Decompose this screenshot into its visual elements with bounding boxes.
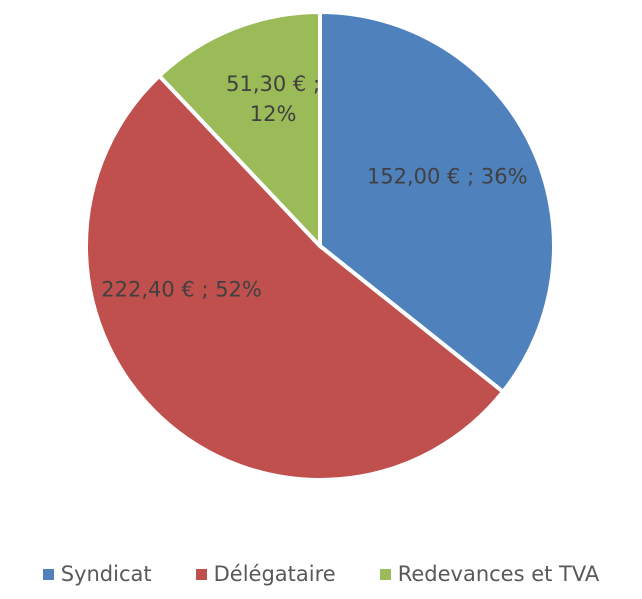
legend: Syndicat Délégataire Redevances et TVA [0,562,642,586]
legend-label-syndicat: Syndicat [60,562,152,586]
data-label-line: 51,30 € ; [226,72,320,96]
pie-slice-delegataire [84,73,506,482]
legend-item-syndicat: Syndicat [42,562,152,586]
legend-item-redevances-tva: Redevances et TVA [379,562,600,586]
legend-swatch-syndicat [42,568,54,580]
data-label-delegataire: 222,40 € ; 52% [101,277,262,301]
legend-label-redevances-tva: Redevances et TVA [397,562,600,586]
data-label-syndicat: 152,00 € ; 36% [367,164,528,188]
data-label-line: 222,40 € ; 52% [101,277,262,301]
data-label-redevances-tva: 51,30 € ; 12% [226,72,320,126]
pie-chart: 152,00 € ; 36% 222,40 € ; 52% 51,30 € ; 12% [84,10,556,482]
data-labels: 152,00 € ; 36% 222,40 € ; 52% 51,30 € ; 12% [101,72,527,302]
data-label-line: 12% [250,102,297,126]
pie-slices [84,10,556,482]
data-label-line: 152,00 € ; 36% [367,164,528,188]
legend-label-delegataire: Délégataire [213,562,336,586]
legend-swatch-delegataire [195,568,207,580]
legend-item-delegataire: Délégataire [195,562,336,586]
pie-slice-redevances-tva [157,10,322,248]
pie-slice-syndicat [318,10,556,394]
legend-swatch-redevances-tva [379,568,391,580]
